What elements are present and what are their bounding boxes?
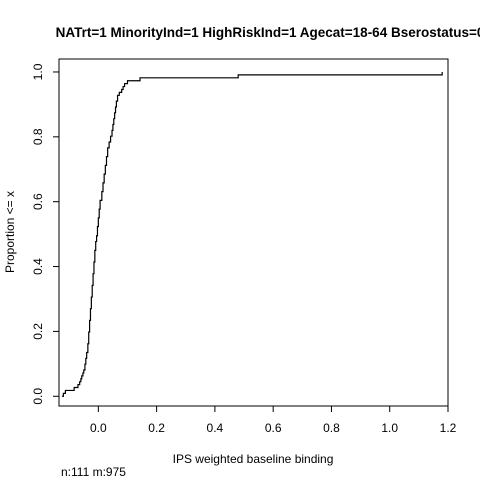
y-axis: 0.0 0.2 0.4 0.6 0.8 1.0 — [31, 63, 59, 405]
x-tick-label: 0.8 — [323, 421, 340, 435]
y-axis-label: Proportion <= x — [3, 191, 17, 273]
sample-size-note: n:111 m:975 — [61, 465, 126, 479]
x-axis: 0.0 0.2 0.4 0.6 0.8 1.0 1.2 — [90, 406, 457, 435]
plot-frame — [58, 58, 449, 407]
y-tick-label: 0.6 — [31, 193, 45, 210]
x-tick-label: 0.0 — [90, 421, 107, 435]
ecdf-line — [61, 71, 443, 397]
y-tick-label: 0.2 — [31, 323, 45, 340]
y-tick-label: 1.0 — [31, 63, 45, 80]
y-tick-label: 0.0 — [31, 388, 45, 405]
x-tick-label: 0.4 — [207, 421, 224, 435]
x-tick-label: 0.6 — [265, 421, 282, 435]
x-tick-label: 0.2 — [148, 421, 165, 435]
x-tick-label: 1.2 — [440, 421, 457, 435]
y-tick-label: 0.8 — [31, 128, 45, 145]
x-tick-label: 1.0 — [381, 421, 398, 435]
y-tick-label: 0.4 — [31, 258, 45, 275]
x-axis-label: IPS weighted baseline binding — [173, 452, 334, 466]
chart-title: NATrt=1 MinorityInd=1 HighRiskInd=1 Agec… — [56, 25, 480, 40]
